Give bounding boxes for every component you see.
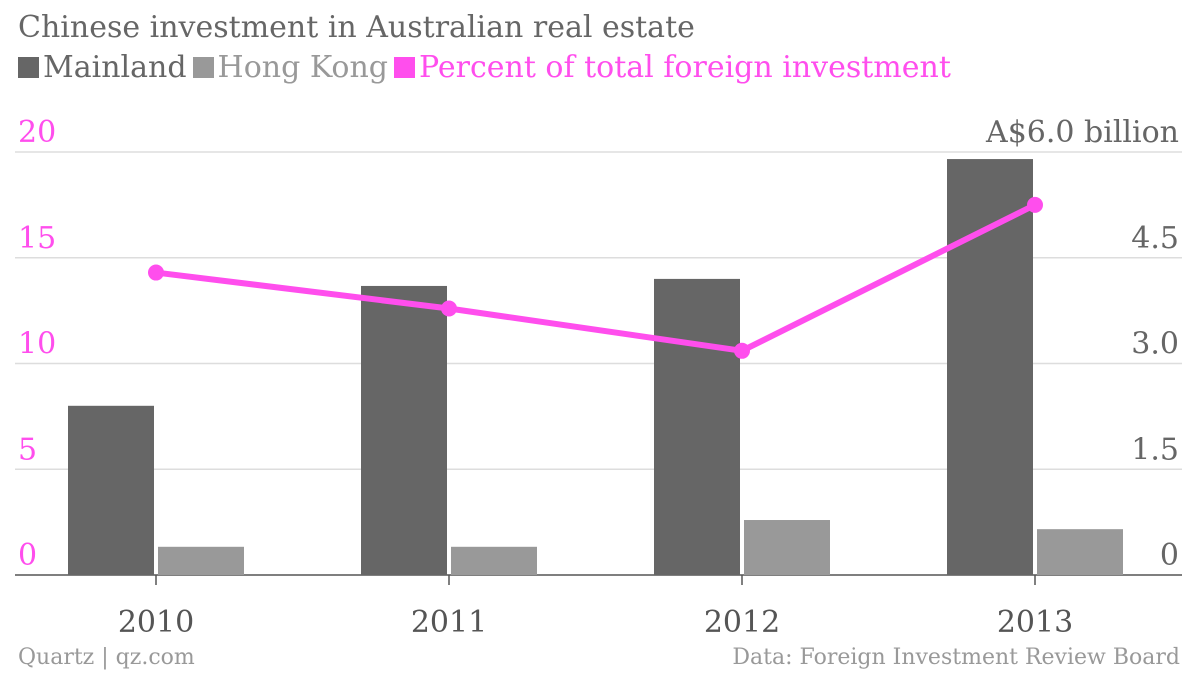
bar-mainland — [361, 285, 447, 575]
left-axis-tick-label: 15 — [18, 221, 56, 256]
right-axis-tick-label: 3.0 — [1131, 327, 1179, 362]
bar-hong-kong — [744, 520, 830, 575]
bar-mainland — [68, 405, 154, 575]
right-axis-tick-label: 4.5 — [1131, 221, 1179, 256]
x-axis-tick-label: 2013 — [997, 605, 1073, 640]
x-axis-tick-label: 2010 — [118, 605, 194, 640]
footer-source-left: Quartz | qz.com — [18, 645, 195, 670]
x-axis-tick-label: 2012 — [704, 605, 780, 640]
legend-item-percent: Percent of total foreign investment — [394, 50, 951, 85]
left-axis-tick-label: 0 — [18, 538, 37, 573]
legend-label-mainland: Mainland — [43, 50, 187, 85]
bar-hong-kong — [451, 546, 537, 575]
bar-hong-kong — [158, 546, 244, 575]
left-axis-tick-label: 5 — [18, 432, 37, 467]
legend-label-percent: Percent of total foreign investment — [419, 50, 951, 85]
line-point — [1027, 196, 1043, 213]
bar-mainland — [947, 159, 1033, 576]
chart-title: Chinese investment in Australian real es… — [18, 10, 695, 45]
bar-mainland — [654, 278, 740, 575]
legend-swatch-percent — [394, 57, 416, 78]
line-percent-foreign-investment — [155, 202, 1037, 354]
right-axis-tick-label: A$6.0 billion — [985, 115, 1179, 150]
right-axis-tick-label: 0 — [1160, 538, 1179, 573]
legend: Mainland Hong Kong Percent of total fore… — [18, 50, 957, 85]
right-axis-tick-label: 1.5 — [1131, 432, 1179, 467]
x-axis-tick-label: 2011 — [411, 605, 487, 640]
legend-swatch-hong-kong — [192, 57, 214, 78]
legend-swatch-mainland — [18, 57, 39, 78]
line-point — [148, 264, 164, 281]
left-axis-tick-label: 20 — [18, 115, 56, 150]
legend-item-mainland: Mainland — [18, 50, 187, 85]
legend-item-hong-kong: Hong Kong — [192, 50, 389, 85]
line-point — [734, 342, 750, 359]
line-point — [441, 300, 457, 317]
left-axis-tick-label: 10 — [18, 327, 56, 362]
legend-label-hong-kong: Hong Kong — [217, 50, 389, 85]
footer-source-right: Data: Foreign Investment Review Board — [732, 645, 1180, 670]
bar-hong-kong — [1037, 529, 1123, 575]
